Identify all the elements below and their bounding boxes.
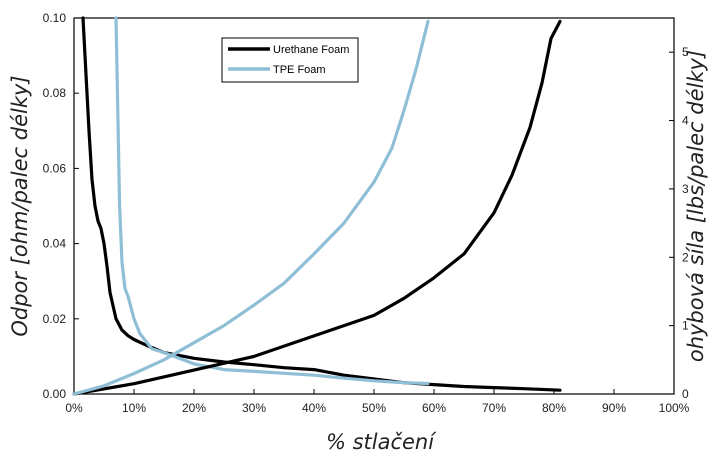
y2-tick-label: 1 (682, 319, 689, 333)
x-tick-label: 0% (65, 401, 83, 415)
y2-tick-label: 5 (682, 45, 689, 59)
x-tick-label: 10% (122, 401, 146, 415)
legend-box (221, 37, 359, 83)
y-tick-label: 0.10 (43, 11, 67, 25)
x-tick-label: 60% (422, 401, 446, 415)
y2-axis-ticks: 0 1 2 3 4 5 (669, 45, 689, 401)
plot-frame (73, 17, 675, 395)
x-axis-title: % stlačení (326, 430, 437, 454)
y-tick-label: 0.02 (43, 312, 67, 326)
y2-tick-label: 4 (682, 114, 689, 128)
x-tick-label: 50% (362, 401, 386, 415)
x-tick-label: 80% (542, 401, 566, 415)
legend-label-tpe: TPE Foam (273, 64, 326, 76)
series-line-tpe-foam-force (72, 19, 430, 396)
series-layer (72, 16, 562, 396)
y-tick-label: 0.06 (43, 161, 67, 175)
y2-tick-label: 3 (682, 182, 689, 196)
x-tick-label: 90% (602, 401, 626, 415)
y-tick-label: 0.08 (43, 86, 67, 100)
legend-label-urethane: Urethane Foam (273, 44, 349, 56)
x-tick-label: 70% (482, 401, 506, 415)
y-tick-label: 0.04 (43, 237, 67, 251)
x-tick-label: 100% (659, 401, 690, 415)
series-line-tpe-foam-resistance (114, 16, 430, 386)
y2-tick-label: 0 (682, 387, 689, 401)
x-tick-label: 30% (242, 401, 266, 415)
x-tick-label: 20% (182, 401, 206, 415)
x-tick-label: 40% (302, 401, 326, 415)
y-axis-title: Odpor [ohm/palec délky] (8, 75, 32, 336)
y2-tick-label: 2 (682, 250, 689, 264)
x-axis-ticks: 0% 10% 20% 30% 40% 50% 60% 70% 80% 90% 100% (65, 389, 690, 415)
y-axis-ticks: 0.00 0.02 0.04 0.06 0.08 0.10 (43, 11, 79, 401)
series-line-urethane-foam-force (72, 19, 562, 396)
y-tick-label: 0.00 (43, 387, 67, 401)
y2-axis-title: ohybová síla [lbs/palec délky] (684, 50, 708, 362)
legend: Urethane Foam TPE Foam (221, 37, 359, 83)
